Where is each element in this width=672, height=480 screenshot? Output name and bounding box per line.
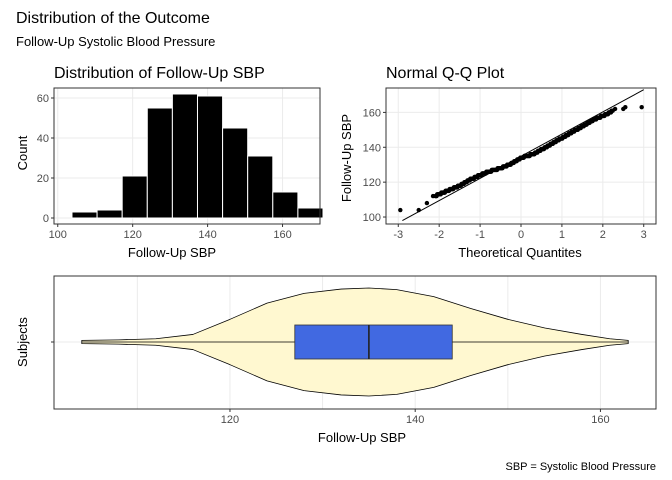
- histogram-ytick-label: 0: [43, 213, 49, 225]
- qq-point: [416, 207, 421, 213]
- qq-panel: Normal Q-Q Plot Theoretical Quantites Fo…: [339, 65, 657, 260]
- figure-subtitle: Follow-Up Systolic Blood Pressure: [16, 34, 215, 49]
- histogram-xlabel: Follow-Up SBP: [128, 245, 216, 260]
- qq-point: [430, 193, 436, 199]
- histogram-bar: [146, 107, 173, 219]
- histogram-ytick-label: 20: [37, 173, 49, 185]
- histogram-panel: Distribution of Follow-Up SBP Follow-Up …: [15, 65, 324, 260]
- qq-ytick-label: 140: [363, 142, 381, 154]
- qq-ytick-label: 100: [363, 212, 381, 224]
- qq-xtick-label: 0: [518, 229, 524, 241]
- violin-xtick-label: 140: [406, 414, 424, 426]
- qq-xtick-label: 2: [600, 229, 606, 241]
- qq-ylabel: Follow-Up SBP: [339, 114, 354, 202]
- qq-point: [639, 104, 644, 110]
- qq-ytick-label: 120: [363, 177, 381, 189]
- histogram-xtick-label: 160: [273, 229, 291, 241]
- figure-caption: SBP = Systolic Blood Pressure: [505, 461, 656, 473]
- histogram-bar: [171, 93, 198, 219]
- violin-xtick-label: 120: [221, 414, 239, 426]
- histogram-bar: [196, 95, 224, 219]
- qq-xtick-label: -1: [475, 229, 485, 241]
- qq-xlabel: Theoretical Quantites: [458, 245, 582, 260]
- qq-title: Normal Q-Q Plot: [386, 65, 505, 82]
- qq-xtick-label: 3: [641, 229, 647, 241]
- qq-ytick-label: 160: [363, 107, 381, 119]
- qq-point: [398, 207, 403, 213]
- histogram-ytick-label: 40: [37, 133, 49, 145]
- histogram-bar: [247, 155, 274, 219]
- figure-title: Distribution of the Outcome: [16, 10, 210, 27]
- histogram-title: Distribution of Follow-Up SBP: [54, 65, 265, 82]
- violin-panel: Follow-Up SBP Subjects 120 140 160: [15, 275, 657, 445]
- histogram-bar: [272, 191, 299, 219]
- qq-point: [424, 200, 430, 206]
- violin-xtick-label: 160: [591, 414, 609, 426]
- histogram-xtick-label: 140: [198, 229, 216, 241]
- qq-xtick-label: 1: [559, 229, 565, 241]
- histogram-bar: [222, 127, 249, 219]
- histogram-ytick-label: 60: [37, 93, 49, 105]
- histogram-xtick-label: 100: [49, 229, 67, 241]
- histogram-xtick-label: 120: [123, 229, 141, 241]
- box-iqr: [294, 324, 453, 360]
- qq-xtick-label: -2: [434, 229, 444, 241]
- violin-xlabel: Follow-Up SBP: [318, 430, 406, 445]
- violin-ylabel: Subjects: [15, 317, 30, 367]
- qq-xtick-label: -3: [393, 229, 403, 241]
- histogram-bar: [297, 207, 324, 219]
- histogram-ylabel: Count: [15, 135, 30, 170]
- histogram-bar: [71, 211, 98, 219]
- histogram-bar: [121, 175, 148, 219]
- qq-point: [612, 106, 618, 112]
- histogram-bar: [96, 209, 123, 219]
- qq-point: [623, 104, 628, 110]
- histogram-border: [53, 87, 321, 225]
